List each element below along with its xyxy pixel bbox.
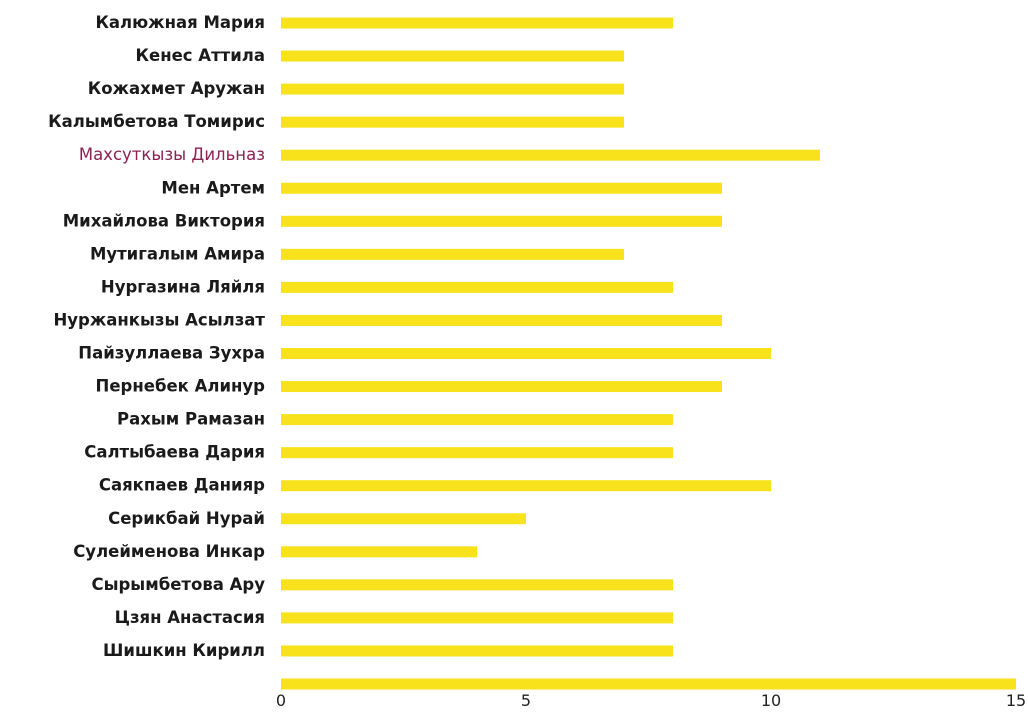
bar	[281, 182, 722, 194]
bar	[281, 546, 477, 558]
bar	[281, 480, 771, 492]
x-axis-ticks: 0 5 10 15	[276, 691, 1026, 710]
category-label: Нуржанкызы Асылзат	[53, 310, 265, 329]
bar	[281, 83, 624, 95]
category-label: Сулейменова Инкар	[73, 542, 265, 561]
bar	[281, 678, 1016, 690]
category-label: Рахым Рамазан	[117, 410, 265, 429]
bar	[281, 447, 673, 459]
bars	[281, 17, 1016, 690]
bar	[281, 414, 673, 426]
category-label: Калымбетова Томирис	[48, 112, 265, 131]
bar	[281, 281, 673, 293]
category-label: Кожахмет Аружан	[88, 79, 265, 98]
bar	[281, 381, 722, 393]
bar	[281, 579, 673, 591]
category-label: Мутигалым Амира	[90, 244, 265, 263]
category-label: Михайлова Виктория	[63, 211, 265, 230]
x-tick-label: 5	[521, 691, 531, 708]
category-label: Сырымбетова Ару	[91, 575, 265, 594]
category-label: Шишкин Кирилл	[103, 641, 265, 660]
category-label: Калюжная Мария	[95, 13, 265, 32]
category-label: Цзян Анастасия	[115, 608, 265, 627]
bar	[281, 612, 673, 624]
bar	[281, 513, 526, 525]
category-label: Кенес Аттила	[136, 46, 265, 65]
bar	[281, 17, 673, 29]
category-label: Махсуткызы Дильназ	[79, 145, 265, 164]
category-label: Пайзуллаева Зухра	[78, 344, 265, 363]
category-label: Мен Артем	[161, 178, 265, 197]
category-labels: Калюжная Мария Кенес Аттила Кожахмет Аружа…	[48, 13, 265, 660]
bar	[281, 215, 722, 227]
x-tick-label: 10	[761, 691, 781, 708]
bar	[281, 248, 624, 260]
category-label: Саякпаев Данияр	[99, 476, 265, 495]
category-label: Пернебек Алинур	[96, 377, 266, 396]
bar	[281, 149, 820, 161]
category-label: Нургазина Ляйля	[101, 277, 265, 296]
bar	[281, 50, 624, 62]
x-tick-label: 15	[1006, 691, 1026, 708]
bar	[281, 348, 771, 359]
category-label: Серикбай Нурай	[108, 509, 265, 528]
x-tick-label: 0	[276, 691, 286, 708]
bar	[281, 314, 722, 326]
bar	[281, 116, 624, 128]
category-label: Салтыбаева Дария	[84, 443, 265, 462]
bar	[281, 645, 673, 657]
